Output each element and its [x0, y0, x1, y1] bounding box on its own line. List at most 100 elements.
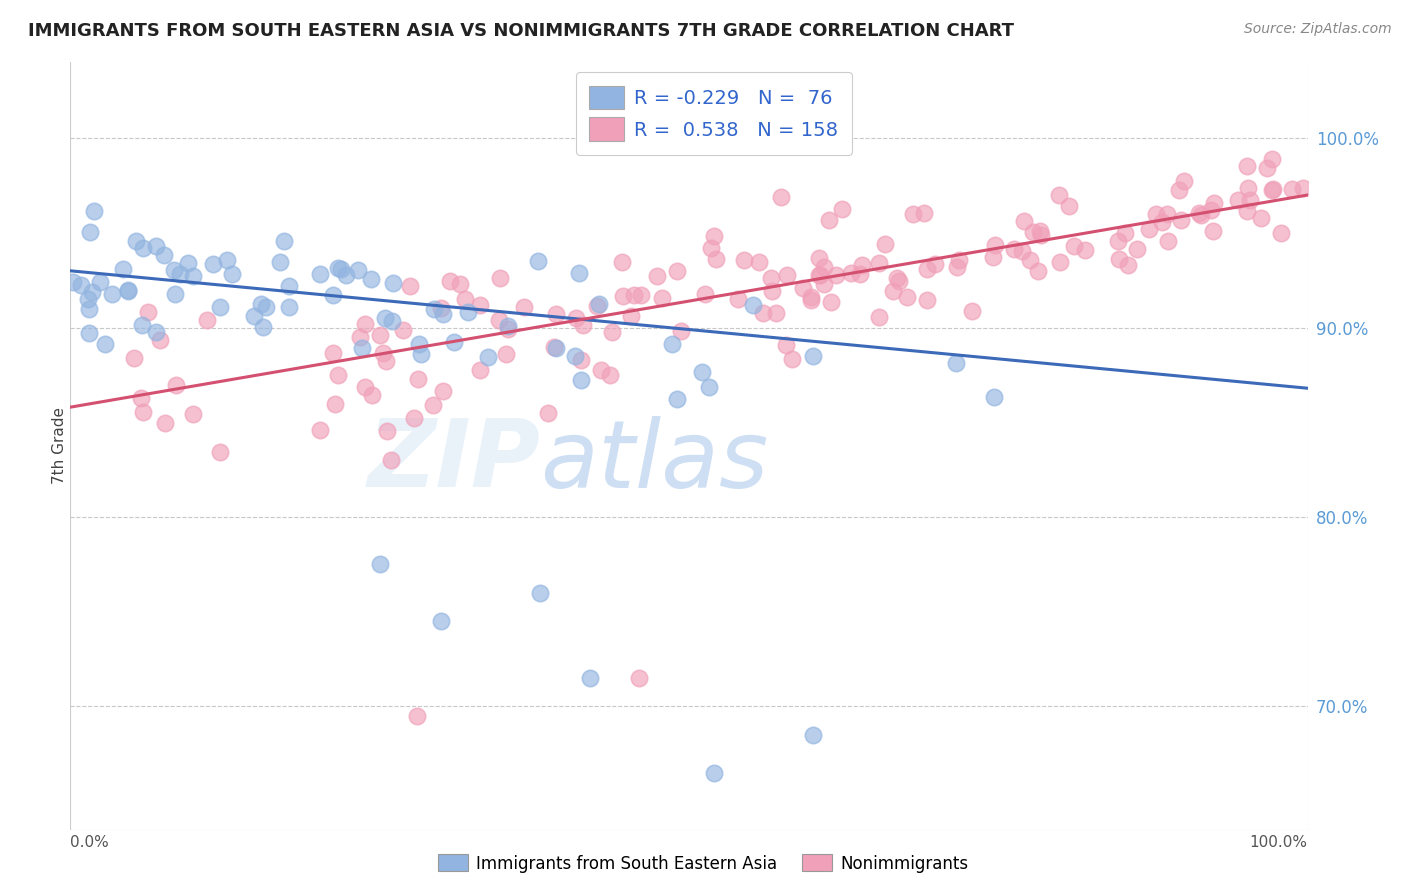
Point — [568, 266, 591, 280]
Point — [169, 267, 191, 281]
Point — [1011, 244, 1033, 259]
Point — [1156, 235, 1178, 249]
Point — [984, 237, 1007, 252]
Text: 100.0%: 100.0% — [1250, 835, 1308, 850]
Point — [665, 392, 688, 406]
Point — [93, 337, 115, 351]
Point — [1022, 225, 1045, 239]
Point — [183, 407, 205, 421]
Point — [349, 329, 371, 343]
Point — [1261, 182, 1284, 196]
Point — [468, 298, 491, 312]
Point — [776, 268, 799, 283]
Point — [1057, 198, 1080, 212]
Point — [132, 241, 155, 255]
Point — [405, 709, 427, 723]
Point — [808, 268, 831, 283]
Point — [571, 318, 593, 332]
Point — [373, 346, 395, 360]
Point — [322, 288, 344, 302]
Point — [1189, 209, 1212, 223]
Point — [273, 234, 295, 248]
Point — [820, 295, 842, 310]
Point — [761, 271, 783, 285]
Point — [733, 252, 755, 267]
Point — [254, 300, 277, 314]
Point — [250, 297, 273, 311]
Point — [208, 444, 231, 458]
Point — [569, 372, 592, 386]
Point — [818, 213, 841, 227]
Point — [1049, 254, 1071, 268]
Point — [62, 276, 84, 290]
Point — [79, 326, 101, 341]
Point — [813, 277, 835, 291]
Point — [1004, 242, 1026, 256]
Point — [1167, 183, 1189, 197]
Point — [368, 558, 391, 572]
Point — [457, 305, 479, 319]
Point — [163, 263, 186, 277]
Point — [960, 304, 983, 318]
Point — [1114, 226, 1136, 240]
Point — [1173, 173, 1195, 187]
Point — [323, 397, 346, 411]
Point — [1256, 161, 1278, 176]
Point — [825, 268, 848, 282]
Point — [252, 320, 274, 334]
Point — [1281, 182, 1303, 196]
Point — [430, 301, 453, 315]
Point — [671, 324, 693, 338]
Point — [432, 307, 454, 321]
Point — [375, 424, 398, 438]
Point — [183, 268, 205, 283]
Point — [122, 351, 145, 366]
Text: ZIP: ZIP — [367, 416, 540, 508]
Point — [769, 190, 792, 204]
Point — [101, 287, 124, 301]
Point — [901, 207, 924, 221]
Point — [800, 290, 823, 304]
Point — [221, 267, 243, 281]
Point — [692, 365, 714, 379]
Point — [368, 328, 391, 343]
Point — [886, 271, 908, 285]
Point — [630, 288, 652, 302]
Text: atlas: atlas — [540, 416, 769, 507]
Point — [1199, 202, 1222, 217]
Point — [600, 325, 623, 339]
Point — [278, 301, 301, 315]
Point — [565, 311, 588, 326]
Point — [406, 372, 429, 386]
Point — [752, 306, 775, 320]
Point — [546, 342, 568, 356]
Point — [496, 318, 519, 333]
Point — [145, 325, 167, 339]
Point — [915, 261, 938, 276]
Point — [544, 307, 567, 321]
Point — [948, 253, 970, 268]
Point — [589, 362, 612, 376]
Point — [599, 368, 621, 383]
Point — [202, 257, 225, 271]
Point — [83, 203, 105, 218]
Point — [350, 341, 373, 355]
Point — [326, 260, 349, 275]
Point — [215, 252, 238, 267]
Point — [765, 306, 787, 320]
Point — [153, 416, 176, 430]
Point — [129, 392, 152, 406]
Text: 0.0%: 0.0% — [70, 835, 110, 850]
Point — [1270, 226, 1292, 240]
Point — [117, 283, 139, 297]
Point — [477, 351, 499, 365]
Point — [882, 284, 904, 298]
Point — [742, 298, 765, 312]
Point — [439, 274, 461, 288]
Point — [610, 255, 633, 269]
Point — [665, 264, 688, 278]
Point — [924, 257, 946, 271]
Point — [623, 287, 645, 301]
Point — [912, 206, 935, 220]
Point — [868, 255, 890, 269]
